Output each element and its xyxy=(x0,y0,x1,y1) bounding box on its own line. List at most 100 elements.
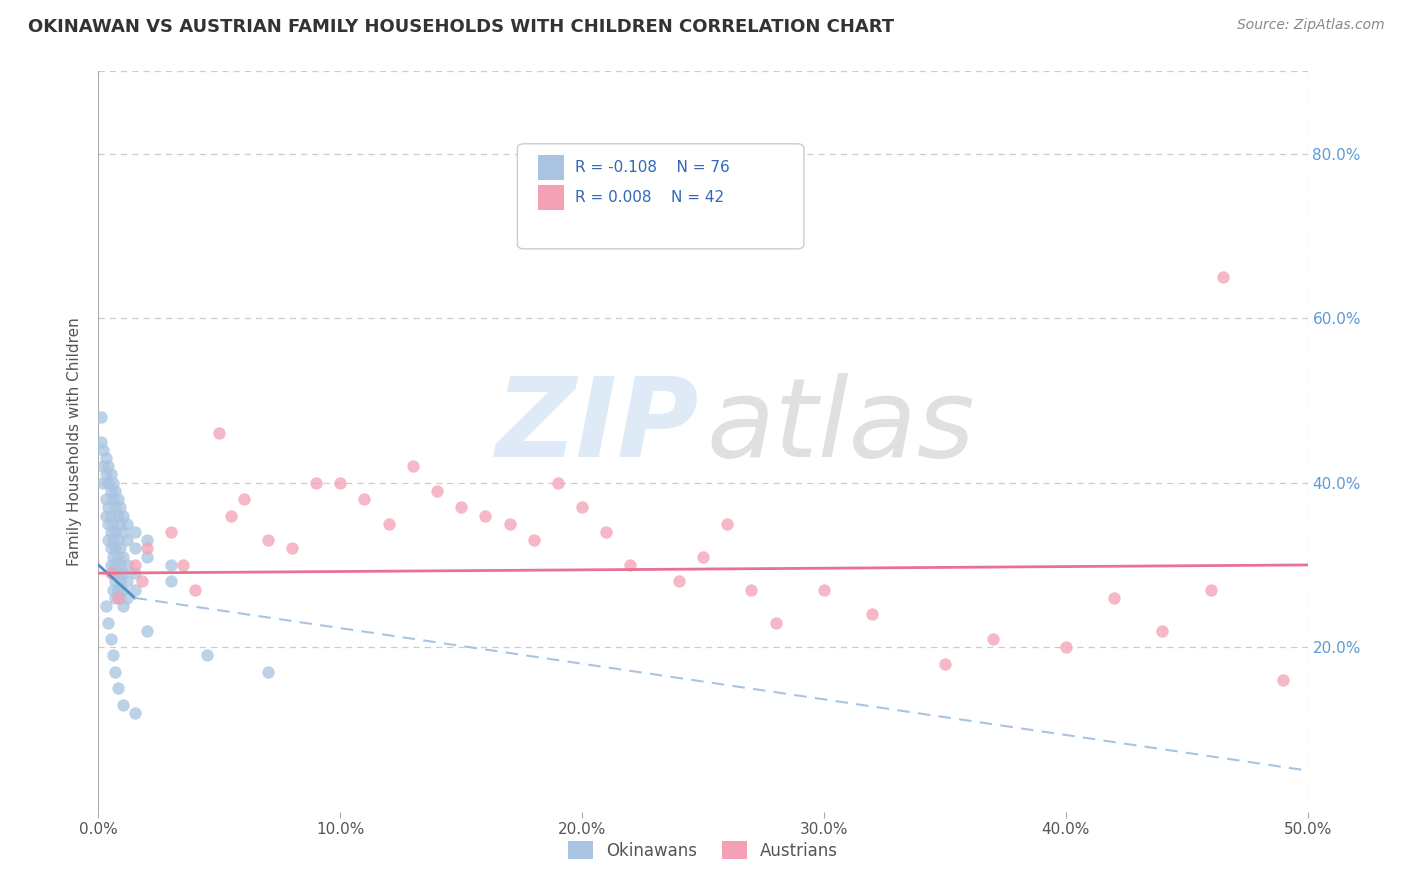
Point xyxy=(90,409,112,424)
Point xyxy=(860,607,883,622)
Point xyxy=(108,516,131,531)
Point xyxy=(305,475,328,490)
Point xyxy=(377,516,399,531)
Point xyxy=(256,665,278,679)
Point xyxy=(104,483,127,498)
Text: ZIP: ZIP xyxy=(496,373,699,480)
Point xyxy=(184,582,207,597)
Point xyxy=(353,492,375,507)
Point xyxy=(160,524,183,539)
Point xyxy=(426,483,449,498)
Point xyxy=(135,624,157,638)
Point xyxy=(124,524,146,539)
Point xyxy=(91,475,114,490)
Point xyxy=(97,500,120,515)
Point xyxy=(97,533,120,548)
Point xyxy=(100,467,122,482)
Point xyxy=(124,558,146,572)
Point xyxy=(107,681,129,696)
Point xyxy=(124,582,146,597)
Point xyxy=(117,574,139,589)
Point xyxy=(111,549,134,564)
Point xyxy=(100,558,122,572)
Point xyxy=(107,591,129,605)
Point xyxy=(100,508,122,523)
Point xyxy=(100,632,122,646)
Point xyxy=(195,648,218,663)
Legend: Okinawans, Austrians: Okinawans, Austrians xyxy=(561,835,845,866)
Point xyxy=(97,516,120,531)
Point xyxy=(108,541,131,556)
Point xyxy=(104,524,127,539)
Point xyxy=(281,541,304,556)
Point xyxy=(90,434,112,449)
Point xyxy=(108,591,131,605)
Point xyxy=(765,615,787,630)
Point xyxy=(101,516,124,531)
Point xyxy=(692,549,714,564)
Point xyxy=(135,533,157,548)
Point xyxy=(104,665,127,679)
Point xyxy=(934,657,956,671)
Point xyxy=(117,558,139,572)
Point xyxy=(547,475,569,490)
Point xyxy=(1152,624,1174,638)
Point xyxy=(256,533,278,548)
Point xyxy=(101,475,124,490)
Point xyxy=(111,582,134,597)
Point xyxy=(740,582,762,597)
Point xyxy=(1212,270,1234,285)
Point xyxy=(450,500,472,515)
Point xyxy=(131,574,153,589)
Point xyxy=(221,508,243,523)
Point xyxy=(124,541,146,556)
Point xyxy=(523,533,546,548)
Point xyxy=(208,426,231,441)
Point xyxy=(107,533,129,548)
Point xyxy=(232,492,254,507)
Point xyxy=(104,574,127,589)
Point xyxy=(111,566,134,581)
Point xyxy=(716,516,738,531)
Text: atlas: atlas xyxy=(707,373,976,480)
Point xyxy=(329,475,352,490)
Point xyxy=(104,541,127,556)
Point xyxy=(100,483,122,498)
Point xyxy=(91,442,114,457)
Point xyxy=(107,508,129,523)
Point xyxy=(97,475,120,490)
Point xyxy=(104,500,127,515)
Point xyxy=(160,558,183,572)
Point xyxy=(1272,673,1295,687)
Point xyxy=(104,558,127,572)
Point xyxy=(100,566,122,581)
Point xyxy=(94,450,117,465)
Point xyxy=(111,524,134,539)
Point xyxy=(402,459,425,474)
Point xyxy=(101,549,124,564)
Point xyxy=(135,549,157,564)
Point xyxy=(94,508,117,523)
Text: R = 0.008    N = 42: R = 0.008 N = 42 xyxy=(575,190,724,205)
Point xyxy=(1102,591,1125,605)
Point xyxy=(619,558,641,572)
Point xyxy=(100,541,122,556)
Point xyxy=(111,698,134,712)
Point xyxy=(100,524,122,539)
Point xyxy=(107,566,129,581)
Point xyxy=(97,459,120,474)
Point xyxy=(172,558,194,572)
Point xyxy=(101,582,124,597)
Point xyxy=(94,492,117,507)
Point xyxy=(107,549,129,564)
Point xyxy=(101,566,124,581)
Point xyxy=(813,582,835,597)
Point xyxy=(474,508,496,523)
Point xyxy=(108,500,131,515)
Point xyxy=(981,632,1004,646)
Point xyxy=(595,524,617,539)
Point xyxy=(160,574,183,589)
Text: OKINAWAN VS AUSTRIAN FAMILY HOUSEHOLDS WITH CHILDREN CORRELATION CHART: OKINAWAN VS AUSTRIAN FAMILY HOUSEHOLDS W… xyxy=(28,18,894,36)
Point xyxy=(107,492,129,507)
Point xyxy=(94,599,117,613)
